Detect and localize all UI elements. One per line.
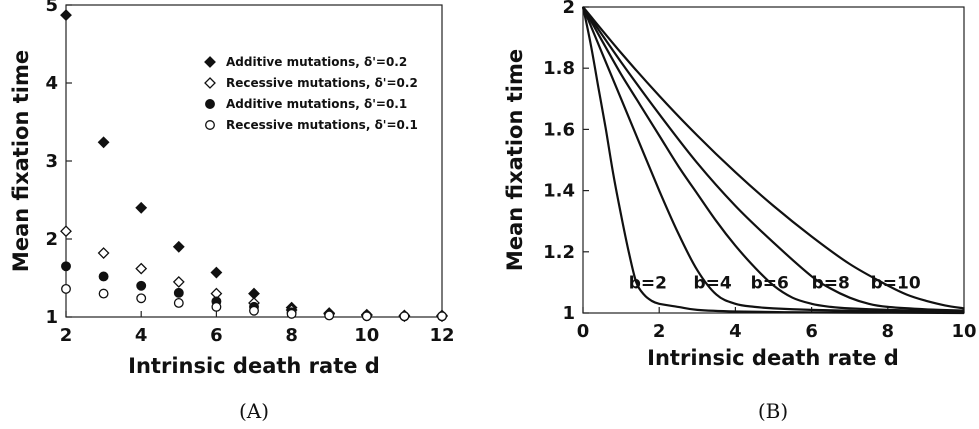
- panel-a-caption: (A): [239, 399, 269, 423]
- series-1-point: [97, 136, 110, 149]
- panel-b-y-axis-title: Mean fixation time: [503, 49, 527, 271]
- a-y-tick-label: 1: [45, 307, 58, 328]
- curve-label-b-8: b=8: [812, 273, 850, 293]
- series-4-point: [136, 293, 147, 304]
- legend-marker-2: [204, 77, 216, 89]
- series-4-point: [173, 298, 184, 308]
- series-2-point: [135, 262, 148, 275]
- series-2-point: [60, 225, 72, 238]
- a-x-tick-label: 6: [210, 325, 223, 346]
- series-3-point: [61, 261, 71, 272]
- curve-b-10: [582, 6, 965, 310]
- panel-b-chart: 11.21.41.61.82 0 2 4 6 8 10 b=2 b=4 b=6 b=8 b=10 …: [503, 0, 977, 423]
- series-1-point: [210, 266, 223, 279]
- series-4-point: [324, 310, 335, 321]
- b-y-tick-label: 2: [562, 0, 575, 18]
- series-1-point: [135, 201, 148, 214]
- a-y-tick-label: 2: [45, 229, 58, 250]
- panel-b-curve-labels: b=2 b=4 b=6 b=8 b=10: [629, 273, 921, 293]
- a-x-tick-label: 8: [285, 325, 298, 346]
- panel-a-x-ticks: 2 4 6 8 10 12: [60, 311, 455, 346]
- a-x-tick-label: 12: [429, 325, 454, 346]
- curve-label-b-2: b=2: [629, 273, 667, 293]
- series-4-point: [61, 283, 71, 294]
- b-x-tick-label: 4: [729, 321, 742, 342]
- b-x-tick-label: 6: [805, 321, 818, 342]
- series-4-point: [361, 311, 372, 322]
- b-x-tick-label: 0: [577, 321, 590, 342]
- panel-b-caption: (B): [758, 399, 788, 423]
- series-1-point: [60, 9, 72, 22]
- legend-label-4: Recessive mutations, δ'=0.1: [226, 118, 418, 132]
- legend-label-1: Additive mutations, δ'=0.2: [226, 55, 407, 69]
- curve-label-b-4: b=4: [693, 273, 731, 293]
- series-2-point: [97, 247, 110, 259]
- series-1-point: [172, 240, 185, 253]
- series-4-point: [437, 311, 447, 322]
- series-4-point: [98, 288, 109, 299]
- a-y-tick-label: 4: [45, 73, 58, 94]
- panel-a-data-points: [60, 9, 448, 323]
- series-4-point: [286, 308, 297, 319]
- panel-b-plot-frame: [582, 6, 965, 314]
- panel-a-x-axis-title: Intrinsic death rate d: [128, 354, 380, 378]
- curve-b-2: [581, 6, 965, 315]
- curve-label-b-6: b=6: [751, 273, 789, 293]
- curve-b-4: [581, 6, 965, 314]
- b-y-tick-label: 1: [562, 303, 575, 324]
- series-2-point: [172, 275, 185, 288]
- legend-label-3: Additive mutations, δ'=0.1: [226, 97, 407, 111]
- curve-label-b-10: b=10: [871, 273, 921, 293]
- b-y-tick-label: 1.4: [543, 181, 575, 202]
- b-y-tick-label: 1.6: [543, 119, 575, 140]
- series-4-point: [211, 301, 222, 312]
- panel-b-x-axis-title: Intrinsic death rate d: [647, 346, 899, 370]
- panel-b-x-ticks: 0 2 4 6 8 10: [577, 307, 977, 342]
- legend-label-2: Recessive mutations, δ'=0.2: [226, 76, 418, 90]
- legend-marker-1: [204, 56, 216, 68]
- curve-b-8: [582, 6, 965, 312]
- panel-a-y-ticks: 1 2 3 4 5: [45, 0, 72, 328]
- b-y-tick-label: 1.2: [543, 242, 575, 263]
- series-3-point: [136, 280, 147, 291]
- a-x-tick-label: 2: [60, 325, 73, 346]
- a-x-tick-label: 10: [354, 325, 379, 346]
- a-y-tick-label: 3: [45, 151, 58, 172]
- series-3-point: [98, 271, 109, 282]
- legend-marker-3: [205, 99, 215, 109]
- a-x-tick-label: 4: [135, 325, 148, 346]
- a-y-tick-label: 5: [45, 0, 58, 16]
- panel-b-y-ticks: 1 1.2 1.4 1.6 1.8 2: [543, 0, 589, 324]
- b-x-tick-label: 2: [653, 321, 666, 342]
- panel-a-legend: Additive mutations, δ'=0.2 Recessive muta…: [204, 55, 418, 132]
- curve-b-6: [582, 6, 965, 313]
- series-4-point: [399, 311, 410, 322]
- legend-marker-4: [205, 120, 215, 130]
- panel-a-y-axis-title: Mean fixation time: [9, 50, 33, 272]
- b-x-tick-label: 8: [882, 321, 895, 342]
- series-4-point: [249, 305, 259, 316]
- panel-b-curves: [581, 6, 965, 315]
- b-x-tick-label: 10: [951, 321, 976, 342]
- series-3-point: [173, 287, 184, 298]
- b-y-tick-label: 1.8: [543, 58, 575, 79]
- panel-a-plot-frame: [65, 4, 443, 318]
